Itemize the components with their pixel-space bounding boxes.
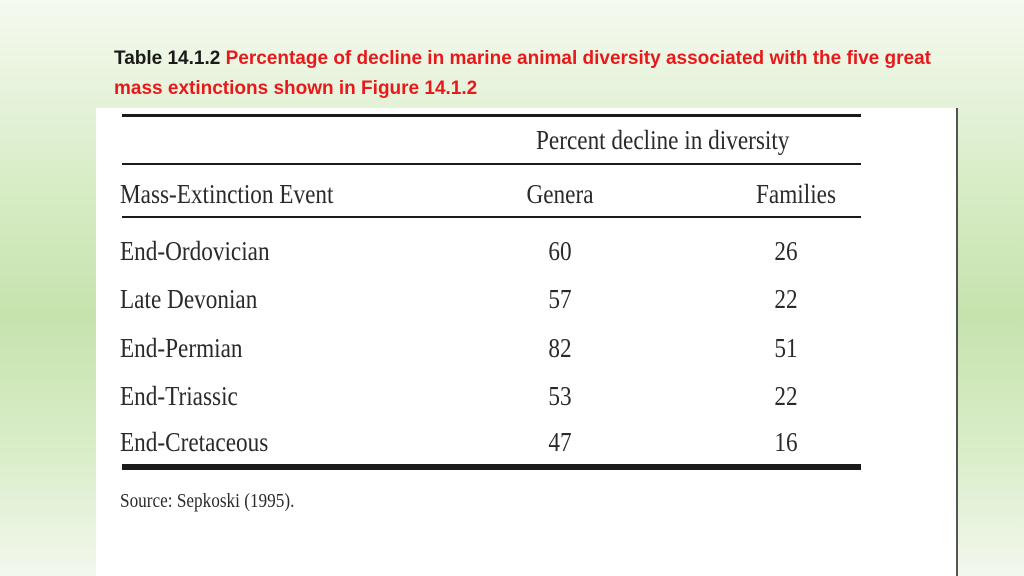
header-genera: Genera xyxy=(526,179,594,209)
table-number: Table 14.1.2 xyxy=(114,48,221,69)
row-event: End-Cretaceous xyxy=(120,427,269,457)
row-event: End-Ordovician xyxy=(120,236,270,266)
header-families: Families xyxy=(756,179,836,209)
row-event: Late Devonian xyxy=(120,284,258,314)
slide-title: Table 14.1.2 Percentage of decline in ma… xyxy=(114,44,974,104)
row-genera: 53 xyxy=(548,381,572,411)
row-families: 16 xyxy=(774,427,798,457)
row-genera: 82 xyxy=(548,333,572,363)
spanner-rule xyxy=(122,163,861,165)
header-rule xyxy=(122,216,861,218)
extinction-table: Percent decline in diversity Mass-Extinc… xyxy=(96,108,958,576)
row-families: 22 xyxy=(774,381,798,411)
row-families: 26 xyxy=(774,236,798,266)
table-caption: Percentage of decline in marine animal d… xyxy=(114,48,931,99)
row-genera: 47 xyxy=(548,427,572,457)
table-bottom-rule xyxy=(122,464,861,470)
table-source: Source: Sepkoski (1995). xyxy=(120,490,295,512)
row-event: End-Permian xyxy=(120,333,243,363)
row-event: End-Triassic xyxy=(120,381,238,411)
row-families: 51 xyxy=(774,333,798,363)
spanner-header: Percent decline in diversity xyxy=(536,125,790,155)
row-genera: 57 xyxy=(548,284,572,314)
table-top-rule xyxy=(122,114,861,117)
row-genera: 60 xyxy=(548,236,572,266)
header-event: Mass-Extinction Event xyxy=(120,179,334,209)
row-families: 22 xyxy=(774,284,798,314)
